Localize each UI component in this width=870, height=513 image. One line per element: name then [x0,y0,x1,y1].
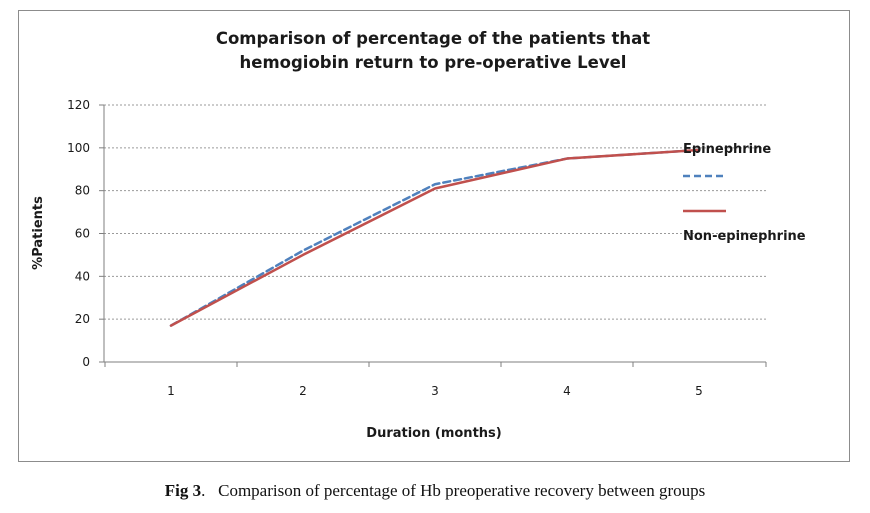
y-tick-label: 120 [67,98,90,112]
x-tick-labels: 1 2 3 4 5 [167,384,703,398]
x-tick-label: 5 [695,384,703,398]
x-tick-label: 3 [431,384,439,398]
y-tick-label: 40 [75,269,90,283]
chart-title-line-1: Comparison of percentage of the patients… [216,29,650,48]
series-line-1 [169,148,701,327]
legend-label-non-epinephrine: Non-epinephrine [683,229,806,244]
y-tick-label: 60 [75,227,90,241]
figure-caption-separator: . [201,481,219,500]
figure-label: Fig 3 [164,481,202,500]
x-tick-label: 4 [563,384,571,398]
axes [99,104,767,367]
chart-title-line-2: hemogiobin return to pre-operative Level [240,53,627,72]
figure-caption: Fig 3. Comparison of percentage of Hb pr… [0,481,870,501]
y-tick-label: 20 [75,312,90,326]
y-tick-label: 100 [67,141,90,155]
legend-label-epinephrine: Epinephrine [683,142,771,157]
chart-frame [18,10,850,462]
x-tick-label: 2 [299,384,307,398]
grid-lines [104,104,766,320]
x-axis-label: Duration (months) [366,426,501,441]
y-axis-label: %Patients [31,196,46,270]
series-lines [169,148,701,327]
y-tick-label: 0 [82,355,90,369]
y-tick-labels: 0 20 40 60 80 100 120 [67,98,90,369]
y-tick-label: 80 [75,184,90,198]
series-line-0 [169,148,701,327]
figure-caption-text: Comparison of percentage of Hb preoperat… [218,481,706,500]
legend: Epinephrine Non-epinephrine [683,142,806,244]
x-tick-label: 1 [167,384,175,398]
